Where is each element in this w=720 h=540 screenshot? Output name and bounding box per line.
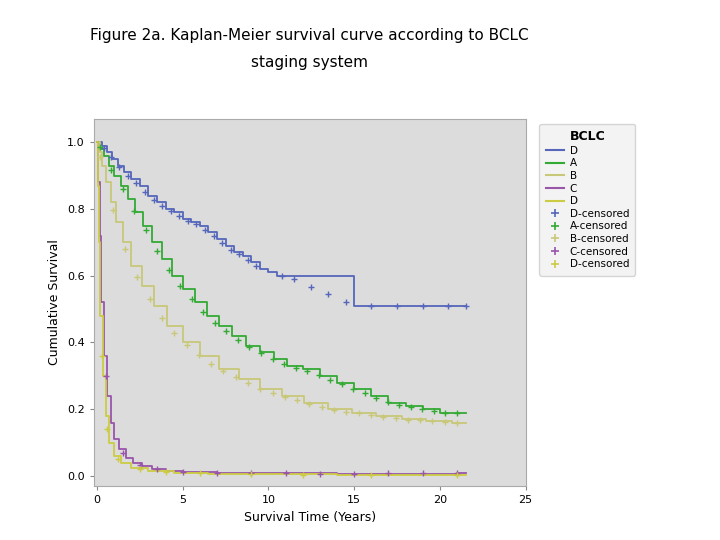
Y-axis label: Cumulative Survival: Cumulative Survival bbox=[48, 239, 61, 366]
Text: Figure 2a. Kaplan-Meier survival curve according to BCLC: Figure 2a. Kaplan-Meier survival curve a… bbox=[90, 28, 529, 43]
X-axis label: Survival Time (Years): Survival Time (Years) bbox=[243, 511, 376, 524]
Legend: D, A, B, C, D, D-censored, A-censored, B-censored, C-censored, D-censored: D, A, B, C, D, D-censored, A-censored, B… bbox=[539, 124, 636, 275]
Text: staging system: staging system bbox=[251, 55, 368, 70]
